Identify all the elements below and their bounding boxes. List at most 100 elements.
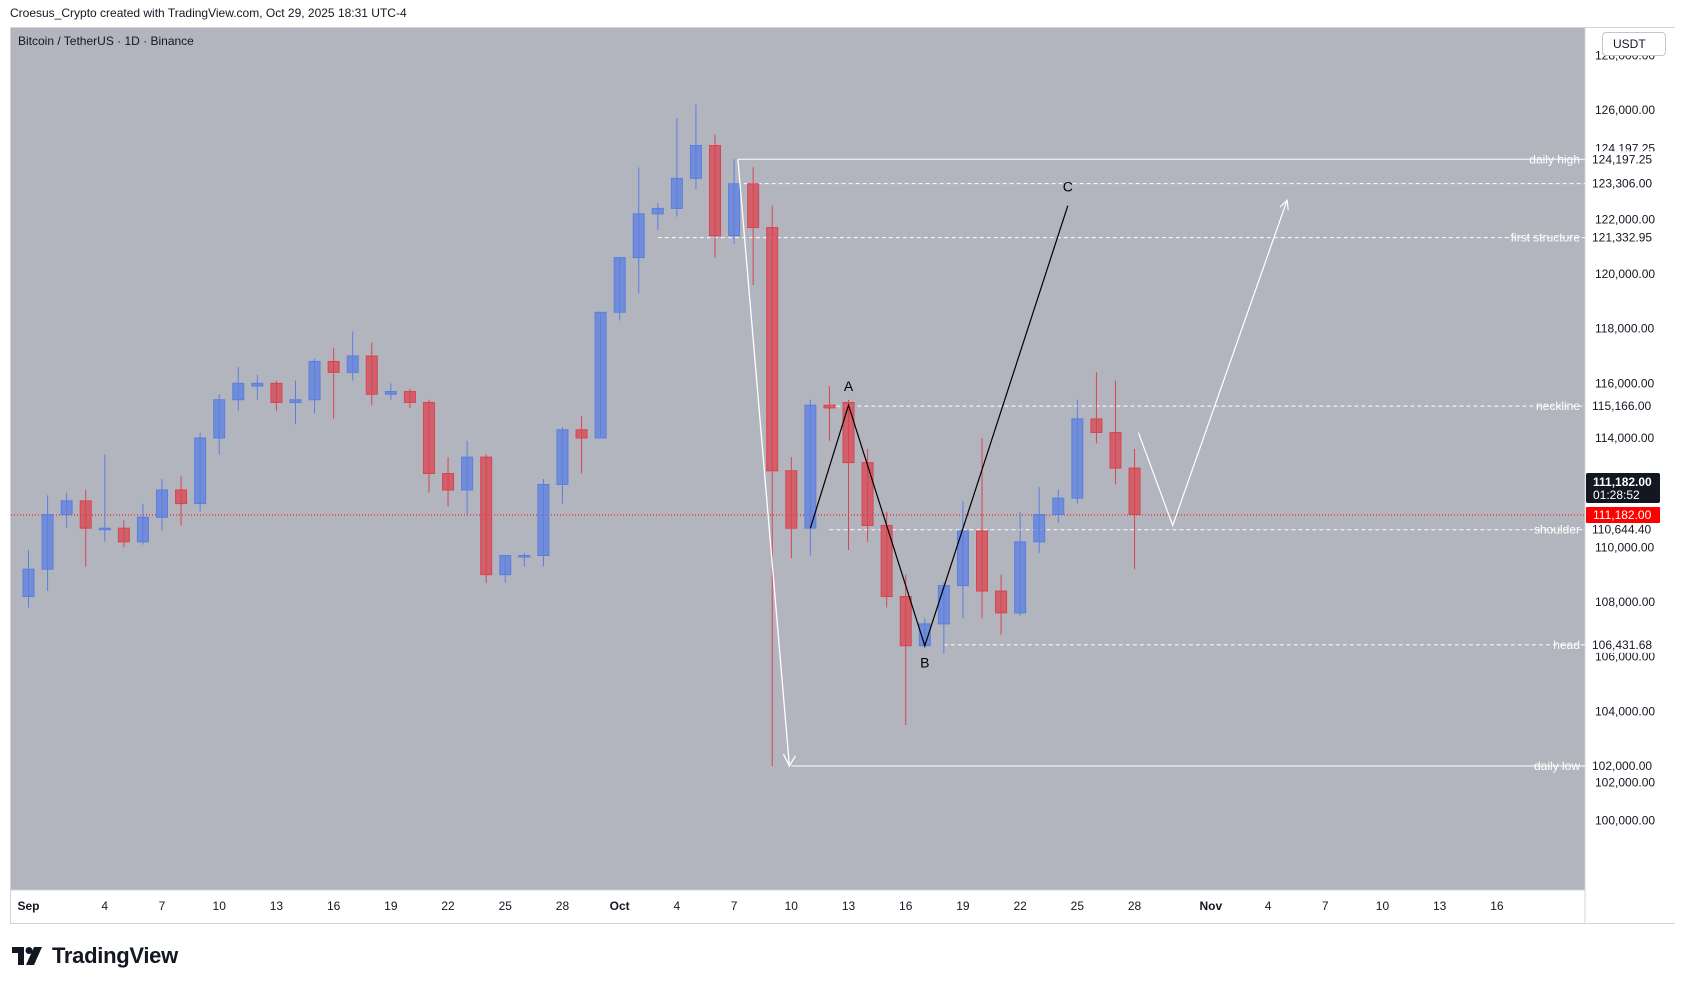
candle-body [613, 257, 626, 313]
y-extra-label: 102,000.00 [1595, 775, 1655, 789]
candle [60, 492, 73, 529]
candle-body [651, 207, 664, 215]
candle [1014, 511, 1027, 616]
candle [842, 399, 855, 551]
x-tick-label: Nov [1200, 899, 1223, 913]
plot-background [11, 28, 1585, 890]
candle-body [232, 382, 245, 401]
candle [594, 311, 607, 439]
candle [213, 394, 226, 455]
candle [79, 489, 92, 567]
projection-arrow-line [1137, 199, 1288, 528]
level-price-tag: 123,306.00 [1586, 175, 1660, 192]
current-price-countdown: 01:28:52 [1593, 488, 1640, 502]
x-tick-label: 22 [441, 899, 455, 913]
level-price-tag: 124,197.25 [1586, 151, 1660, 168]
tradingview-logo[interactable]: TradingView [12, 943, 178, 969]
projection-arrow-head [1279, 198, 1289, 211]
y-tick-label: 118,000.00 [1595, 322, 1654, 336]
candle [442, 457, 455, 507]
candle [1033, 487, 1046, 553]
candle-body [709, 145, 722, 237]
chart-canvas[interactable]: daily high first structure neckline shoulde… [11, 28, 1675, 923]
candle-body [79, 500, 92, 529]
candle-body [289, 399, 302, 403]
candle [728, 159, 741, 244]
level-price-tag-text: 124,197.25 [1592, 152, 1652, 166]
time-axis-background [11, 890, 1585, 923]
candle [632, 167, 645, 294]
candle-body [518, 555, 531, 558]
candle-body [384, 391, 397, 395]
candle [995, 574, 1008, 635]
drop-arrow-line [737, 159, 791, 767]
candle [823, 386, 836, 441]
x-tick-label: 25 [1071, 899, 1085, 913]
x-tick-label: 16 [327, 899, 341, 913]
candle [98, 454, 111, 542]
candle [766, 205, 779, 766]
drawings: A B C [737, 159, 1289, 768]
current-price-red-tag: 111,182.00 [1586, 507, 1660, 524]
candle-body [537, 483, 550, 557]
candle [308, 358, 321, 414]
y-tick-label: 120,000.00 [1595, 267, 1655, 281]
currency-button[interactable]: USDT [1602, 32, 1666, 56]
candle-body [956, 530, 969, 587]
candle-body [175, 489, 188, 505]
candle-body [976, 530, 988, 592]
candle-body [461, 456, 474, 491]
abc-label-c: C [1063, 179, 1073, 195]
candle-body [1090, 418, 1103, 434]
candle-body [670, 177, 683, 209]
x-tick-label: 10 [1376, 899, 1390, 913]
candle-body [1128, 467, 1141, 516]
candle [461, 440, 474, 515]
x-tick-label: 4 [101, 899, 108, 913]
candle-body [365, 355, 378, 395]
abc-label-b: B [920, 655, 929, 671]
candle-body [1109, 432, 1122, 469]
candle [1052, 489, 1065, 523]
x-tick-label: 13 [1433, 899, 1447, 913]
x-tick-label: 4 [1265, 899, 1272, 913]
candle-body [747, 183, 760, 229]
candle [194, 432, 207, 512]
candle [155, 478, 168, 531]
x-tick-label: 4 [674, 899, 681, 913]
candle-body [155, 489, 168, 518]
y-tick-label: 106,000.00 [1595, 650, 1655, 664]
candle [575, 416, 588, 474]
level-price-tag: 106,431.68 [1586, 636, 1660, 653]
symbol-title[interactable]: Bitcoin / TetherUS · 1D · Binance [18, 34, 194, 48]
level-price-tag-bg [1586, 151, 1660, 168]
candle-body [60, 500, 73, 516]
candle-body [41, 514, 54, 570]
candle-body [937, 585, 950, 625]
level-price-tag: 102,000.00 [1586, 757, 1660, 774]
candle-body [1014, 541, 1027, 614]
current-price-red-value: 111,182.00 [1593, 508, 1652, 522]
y-tick-label: 126,000.00 [1595, 103, 1655, 117]
candle-body [689, 145, 702, 179]
candle-body [842, 401, 855, 464]
candle-body [499, 555, 512, 576]
candle-body [556, 429, 569, 485]
time-axis[interactable]: Sep 4 7 10 13 16 19 22 25 28 Oct 4 7 10 13 16 19 22 25 28 No… [17, 899, 1503, 913]
candle [480, 454, 493, 583]
candle [41, 495, 54, 592]
y-tick-label: 108,000.00 [1595, 595, 1655, 609]
candle [556, 427, 569, 504]
level-price-tag-bg [1586, 175, 1660, 192]
candle-body [442, 473, 455, 491]
candle [251, 375, 264, 400]
candle-body [575, 429, 588, 439]
y-tick-label: 104,000.00 [1595, 704, 1655, 718]
candle-body [1033, 514, 1046, 543]
horizontal-levels: daily high first structure neckline shoulde… [657, 152, 1585, 773]
x-tick-label: 16 [899, 899, 913, 913]
x-tick-label: 7 [1322, 899, 1329, 913]
candle [270, 380, 283, 411]
candle [709, 134, 722, 258]
candle-body [823, 404, 836, 409]
